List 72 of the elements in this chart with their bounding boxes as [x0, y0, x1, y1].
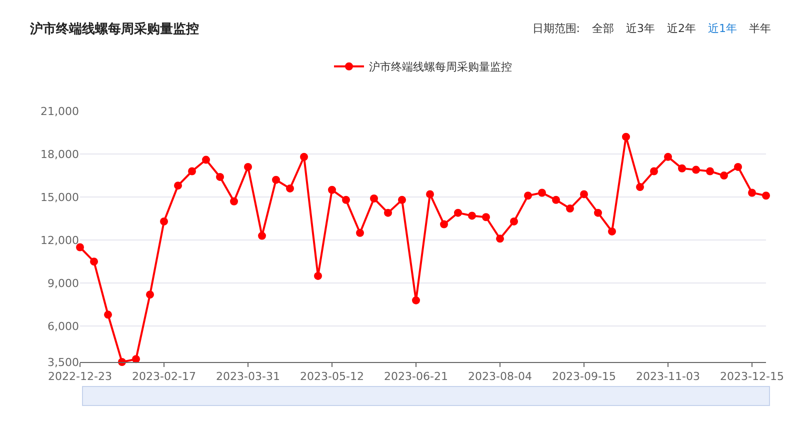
- x-tick-label: 2023-02-17: [132, 370, 196, 384]
- point: [594, 208, 602, 217]
- point: [216, 172, 224, 181]
- text: 近2年: [667, 22, 696, 35]
- text: 日期范围:: [532, 22, 580, 35]
- text: 近1年: [708, 22, 737, 35]
- point: [454, 208, 462, 217]
- y-tick-label: 9,000: [48, 276, 79, 290]
- point: [272, 176, 280, 184]
- point: [104, 310, 112, 319]
- point: [412, 296, 420, 304]
- y-tick-label: 15,000: [40, 190, 79, 204]
- point: [258, 232, 266, 240]
- x-tick-label: 2022-12-23: [48, 370, 112, 384]
- x-tick-label: 2023-03-31: [216, 370, 280, 384]
- x-tick-label: 2023-08-04: [468, 370, 532, 384]
- point: [314, 272, 322, 280]
- point: [230, 197, 238, 206]
- point: [510, 217, 518, 226]
- x-tick-label: 2023-06-21: [384, 370, 448, 384]
- y-tick-label: 18,000: [40, 148, 79, 161]
- point: [720, 172, 728, 180]
- point: [678, 164, 686, 172]
- point: [496, 234, 504, 243]
- point: [762, 192, 770, 200]
- y-tick-label: 21,000: [40, 104, 79, 118]
- point: [734, 162, 742, 171]
- point: [608, 227, 616, 236]
- point: [90, 258, 98, 266]
- y-tick-label: 3,500: [48, 356, 79, 369]
- point: [384, 208, 392, 217]
- point: [482, 213, 490, 222]
- point: [146, 290, 154, 299]
- point: [244, 162, 252, 171]
- point: [174, 182, 182, 190]
- point: [426, 190, 434, 198]
- point: [398, 196, 406, 204]
- point: [636, 183, 644, 192]
- text: 近3年: [626, 22, 655, 35]
- text: 全部: [592, 22, 614, 35]
- point: [468, 212, 476, 220]
- point: [566, 204, 574, 213]
- point: [160, 217, 168, 226]
- point: [580, 190, 588, 198]
- point: [132, 355, 140, 364]
- point: [342, 196, 350, 204]
- y-tick-label: 12,000: [40, 234, 79, 247]
- point: [524, 192, 532, 200]
- point: [650, 167, 658, 176]
- point: [188, 167, 196, 176]
- point: [706, 167, 714, 176]
- x-tick-label: 2023-05-12: [300, 370, 364, 384]
- point: [300, 152, 308, 161]
- chart-title: 沪市终端线螺每周采购量监控: [30, 20, 199, 38]
- point: [622, 132, 630, 141]
- point: [664, 152, 672, 161]
- point: [286, 184, 294, 192]
- point: [370, 194, 378, 202]
- point: [356, 228, 364, 237]
- legend-label: 沪市终端线螺每周采购量监控: [369, 60, 512, 74]
- point: [692, 166, 700, 174]
- x-tick-label: 2023-11-03: [636, 370, 700, 384]
- point: [748, 188, 756, 197]
- point: [440, 220, 448, 228]
- y-tick-label: 6,000: [48, 320, 79, 333]
- x-tick-label: 2023-12-15: [720, 370, 784, 384]
- point: [538, 188, 546, 197]
- point: [202, 156, 210, 164]
- x-tick-label: 2023-09-15: [552, 370, 616, 384]
- point: [552, 196, 560, 204]
- point: [328, 186, 336, 194]
- text: 半年: [749, 22, 771, 35]
